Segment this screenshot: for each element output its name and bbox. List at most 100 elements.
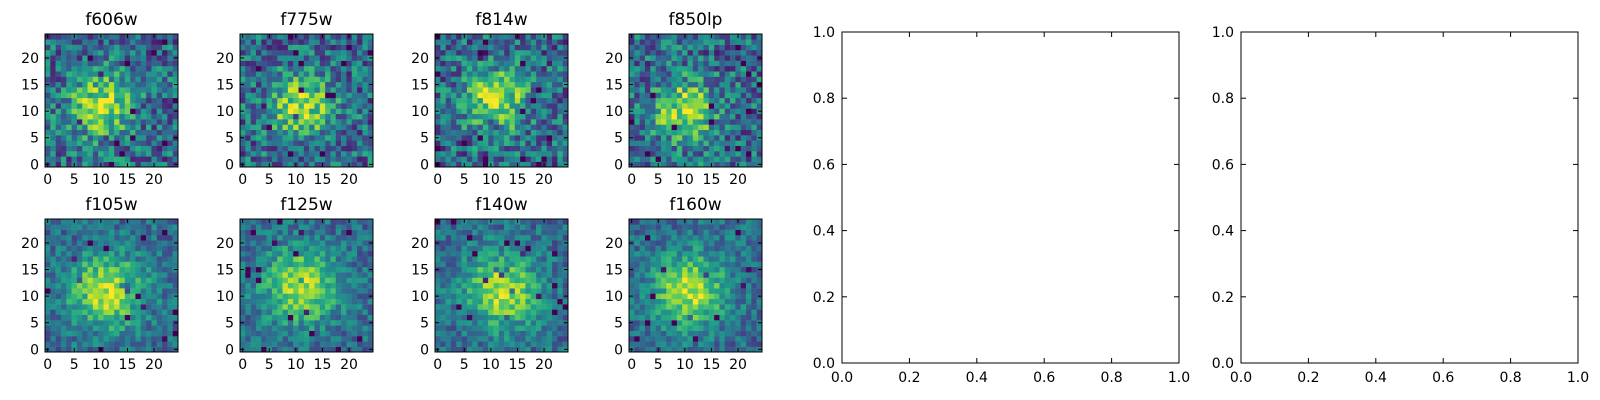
heatmap-cell	[282, 44, 289, 51]
heatmap-cell	[756, 97, 763, 104]
heatmap-cell	[135, 113, 142, 120]
heatmap-cell	[156, 44, 163, 51]
heatmap-cell	[703, 145, 710, 152]
heatmap-cell	[708, 55, 715, 61]
heatmap-cell	[151, 60, 157, 67]
heatmap-cell	[346, 341, 352, 347]
heatmap-cell	[167, 103, 173, 109]
heatmap-cell	[456, 336, 462, 342]
heatmap-cell	[135, 108, 142, 115]
heatmap-cell	[509, 87, 516, 93]
heatmap-cell	[103, 320, 110, 326]
heatmap-cell	[367, 229, 374, 236]
heatmap-cell	[314, 266, 321, 273]
heatmap-cell	[255, 87, 262, 93]
heatmap-cell	[671, 309, 678, 316]
heatmap-cell	[482, 336, 489, 342]
x-tick-label: 15	[119, 357, 137, 373]
heatmap-cell	[303, 224, 310, 230]
heatmap-cell	[172, 145, 179, 152]
heatmap-cell	[703, 282, 710, 289]
heatmap-cell	[445, 245, 452, 252]
heatmap-cell	[55, 124, 62, 131]
heatmap-cell	[162, 65, 168, 72]
heatmap-cell	[303, 346, 310, 353]
heatmap-cell	[703, 151, 710, 157]
heatmap-cell	[151, 71, 157, 77]
heatmap-cell	[703, 34, 710, 40]
heatmap-cell	[367, 261, 374, 268]
heatmap-cell	[552, 87, 558, 93]
heatmap-cell	[520, 156, 526, 162]
heatmap-cell	[330, 113, 337, 120]
heatmap-cell	[546, 65, 553, 72]
heatmap-cell	[87, 135, 94, 141]
heatmap-cell	[735, 129, 741, 136]
heatmap-cell	[466, 156, 473, 162]
heatmap-cell	[362, 256, 368, 262]
heatmap-cell	[341, 140, 347, 146]
heatmap-cell	[530, 71, 537, 77]
heatmap-cell	[660, 103, 667, 109]
heatmap-cell	[293, 277, 299, 284]
heatmap-cell	[450, 113, 457, 120]
heatmap-cell	[660, 266, 667, 273]
heatmap-cell	[351, 76, 358, 83]
heatmap-cell	[536, 293, 542, 300]
heatmap-cell	[493, 266, 500, 273]
heatmap-cell	[714, 92, 720, 99]
heatmap-cell	[45, 119, 51, 125]
heatmap-cell	[644, 151, 651, 157]
heatmap-cell	[309, 39, 315, 45]
heatmap-cell	[687, 49, 694, 56]
heatmap-cell	[650, 55, 656, 61]
heatmap-cell	[151, 81, 157, 88]
heatmap-cell	[698, 282, 704, 289]
heatmap-cell	[303, 261, 310, 268]
heatmap-cell	[255, 60, 262, 67]
heatmap-cell	[298, 140, 305, 146]
heatmap-cell	[562, 103, 569, 109]
heatmap-cell	[472, 245, 478, 252]
heatmap-cell	[108, 97, 115, 104]
heatmap-cell	[509, 81, 516, 88]
heatmap-cell	[509, 325, 516, 331]
heatmap-cell	[277, 129, 283, 136]
heatmap-cell	[162, 34, 168, 40]
heatmap-cell	[520, 39, 526, 45]
heatmap-cell	[477, 140, 484, 146]
heatmap-cell	[740, 92, 747, 99]
heatmap-cell	[277, 161, 283, 168]
heatmap-cell	[698, 135, 704, 141]
heatmap-cell	[108, 113, 115, 120]
heatmap-cell	[287, 151, 294, 157]
heatmap-cell	[309, 219, 315, 225]
heatmap-cell	[509, 282, 516, 289]
heatmap-cell	[130, 34, 136, 40]
heatmap-cell	[55, 277, 62, 284]
heatmap-cell	[66, 245, 72, 252]
heatmap-cell	[525, 277, 532, 284]
heatmap-cell	[357, 97, 363, 104]
heatmap-cell	[124, 135, 131, 141]
heatmap-cell	[346, 234, 352, 241]
heatmap-cell	[124, 304, 131, 310]
heatmap-cell	[514, 341, 521, 347]
heatmap-cell	[103, 277, 110, 284]
heatmap-cell	[250, 277, 257, 284]
heatmap-cell	[357, 119, 363, 125]
heatmap-cell	[445, 161, 452, 168]
heatmap-cell	[60, 113, 67, 120]
heatmap-cell	[298, 44, 305, 51]
heatmap-cell	[298, 229, 305, 236]
heatmap-cell	[76, 234, 83, 241]
heatmap-cell	[740, 124, 747, 131]
heatmap-cell	[50, 309, 56, 316]
heatmap-cell	[98, 256, 104, 262]
heatmap-cell	[724, 65, 731, 72]
heatmap-cell	[98, 336, 104, 342]
heatmap-cell	[140, 60, 147, 67]
heatmap-cell	[287, 39, 294, 45]
heatmap-cell	[319, 320, 326, 326]
heatmap-cell	[719, 135, 726, 141]
